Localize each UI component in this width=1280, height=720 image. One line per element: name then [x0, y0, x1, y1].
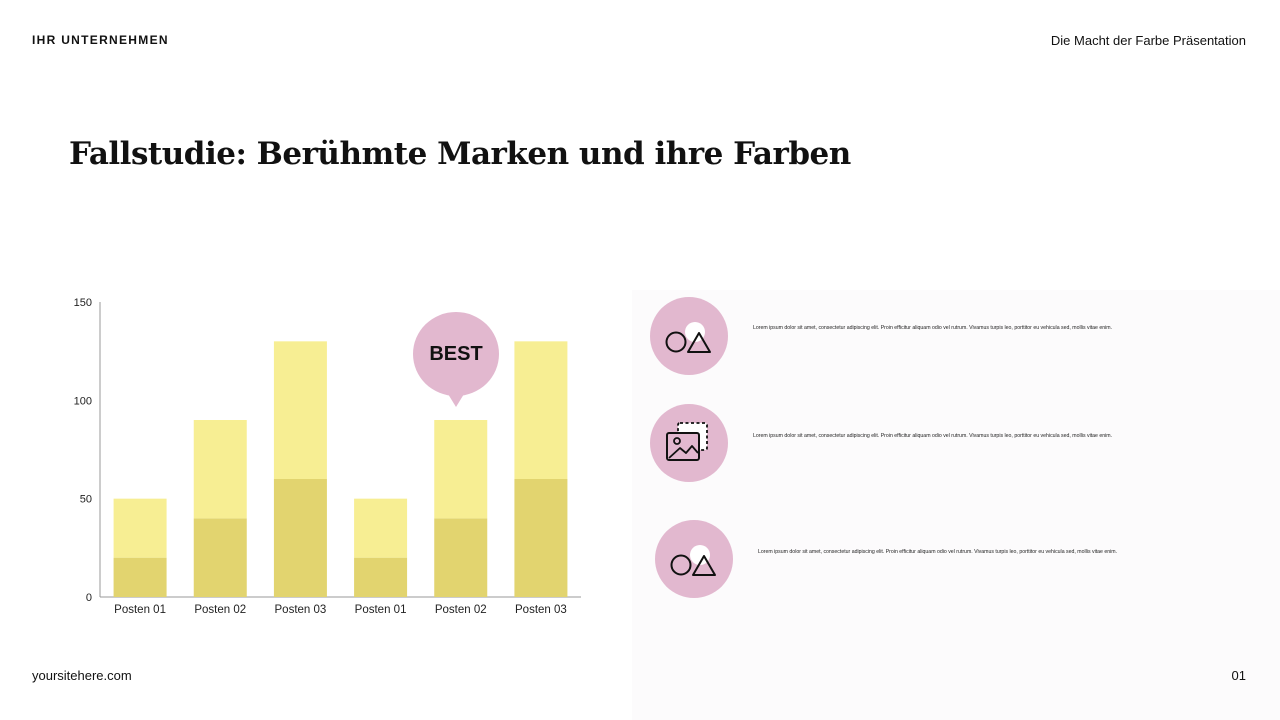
website-link[interactable]: yoursitehere.com — [32, 668, 132, 683]
bar-segment — [273, 341, 327, 479]
x-tick-label: Posten 03 — [275, 604, 327, 616]
bar-segment — [514, 479, 568, 597]
x-tick-label: Posten 01 — [114, 604, 166, 616]
bar-segment — [354, 498, 408, 558]
bar-segment — [434, 518, 488, 597]
y-tick-label: 50 — [80, 494, 92, 506]
x-tick-label: Posten 03 — [515, 604, 567, 616]
presentation-title: Die Macht der Farbe Präsentation — [1050, 33, 1246, 48]
y-tick-label: 100 — [74, 395, 92, 407]
stacked-bar-chart: 0 50 100 150 Posten 01 Posten 02 Posten 03 Post… — [74, 297, 581, 616]
best-badge-label: BEST — [429, 342, 483, 365]
y-tick-label: 0 — [86, 592, 92, 604]
feature-icon-2 — [650, 404, 728, 482]
shapes-icon — [670, 545, 716, 576]
shapes-icon — [665, 322, 711, 353]
bar-segment — [193, 420, 247, 519]
bar-segment — [113, 557, 167, 597]
feature-text-1: Lorem ipsum dolor sit amet, consectetur … — [753, 325, 1113, 331]
bar-segment — [113, 498, 167, 558]
feature-icon-1 — [650, 297, 728, 375]
company-name: IHR UNTERNEHMEN — [32, 33, 169, 47]
feature-text-2: Lorem ipsum dolor sit amet, consectetur … — [753, 433, 1113, 439]
bar-segment — [354, 557, 408, 597]
bar-segment — [193, 518, 247, 597]
features-background — [632, 290, 1280, 720]
feature-text-3: Lorem ipsum dolor sit amet, consectetur … — [758, 549, 1118, 555]
bar-segment — [434, 420, 488, 519]
x-tick-label: Posten 02 — [194, 604, 246, 616]
best-badge: BEST — [413, 312, 499, 407]
slide-title: Fallstudie: Berühmte Marken und ihre Far… — [69, 136, 851, 172]
bar-segment — [514, 341, 568, 479]
y-tick-label: 150 — [74, 297, 92, 309]
page-number: 01 — [1231, 668, 1246, 683]
bar-segment — [273, 479, 327, 597]
feature-icon-3 — [655, 520, 733, 598]
x-tick-label: Posten 02 — [435, 604, 487, 616]
image-gallery-icon — [666, 422, 708, 461]
x-tick-label: Posten 01 — [355, 604, 407, 616]
